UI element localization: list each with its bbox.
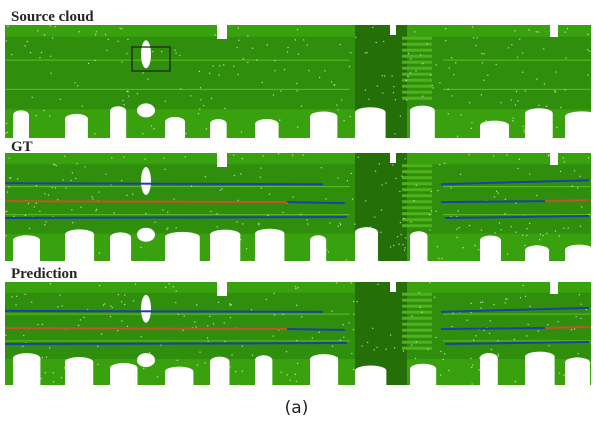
lane-lines	[5, 179, 590, 219]
upper-verge	[5, 25, 591, 37]
pole-object	[137, 353, 155, 368]
lane-boundary-right-lower	[444, 341, 590, 346]
vehicle-object	[141, 167, 151, 195]
lane-boundary-right-upper	[440, 179, 590, 186]
panel-title-source: Source cloud	[11, 9, 94, 25]
crosswalk	[402, 292, 432, 350]
lane-center-right	[544, 326, 590, 330]
lane-boundary-left-upper	[5, 309, 324, 313]
pole-object	[137, 103, 155, 118]
top-objects	[217, 25, 558, 39]
vehicle-object	[141, 294, 151, 323]
highlight-box	[131, 46, 171, 72]
panel-title-prediction: Prediction	[11, 266, 78, 282]
road-markings	[5, 59, 591, 90]
point-speckle	[5, 153, 590, 265]
top-objects	[217, 153, 558, 167]
roadside-objects	[5, 105, 591, 142]
pole-object	[137, 227, 155, 242]
lane-boundary-right-upper	[440, 306, 590, 313]
lane-boundary-right-center-head	[440, 327, 546, 331]
crosswalk	[402, 164, 432, 228]
source-cloud-panel	[5, 25, 591, 142]
lane-boundary-right-center-head	[440, 200, 546, 204]
lane-boundary-left-lower	[5, 342, 348, 346]
panel-title-gt: GT	[11, 139, 33, 155]
roadside-objects	[5, 351, 591, 389]
top-objects	[217, 282, 558, 296]
gt-panel	[5, 153, 591, 265]
road-markings	[5, 186, 591, 216]
lane-center-right	[544, 199, 590, 203]
crosswalk	[402, 36, 432, 100]
lane-boundary-left-lower	[5, 215, 348, 219]
prediction-panel	[5, 282, 591, 389]
road-markings	[5, 313, 591, 342]
lane-center-left	[5, 200, 288, 204]
lane-boundary-left-center-tail	[286, 201, 346, 205]
roadside-objects	[5, 227, 591, 265]
upper-verge	[5, 153, 591, 165]
vehicle-object	[141, 40, 151, 69]
figure-caption: (a)	[284, 398, 309, 418]
lane-lines	[5, 306, 590, 346]
lane-boundary-left-center-tail	[286, 328, 346, 332]
lane-center-left	[5, 327, 288, 331]
lane-boundary-left-upper	[5, 182, 324, 186]
lane-boundary-right-lower	[444, 214, 590, 219]
